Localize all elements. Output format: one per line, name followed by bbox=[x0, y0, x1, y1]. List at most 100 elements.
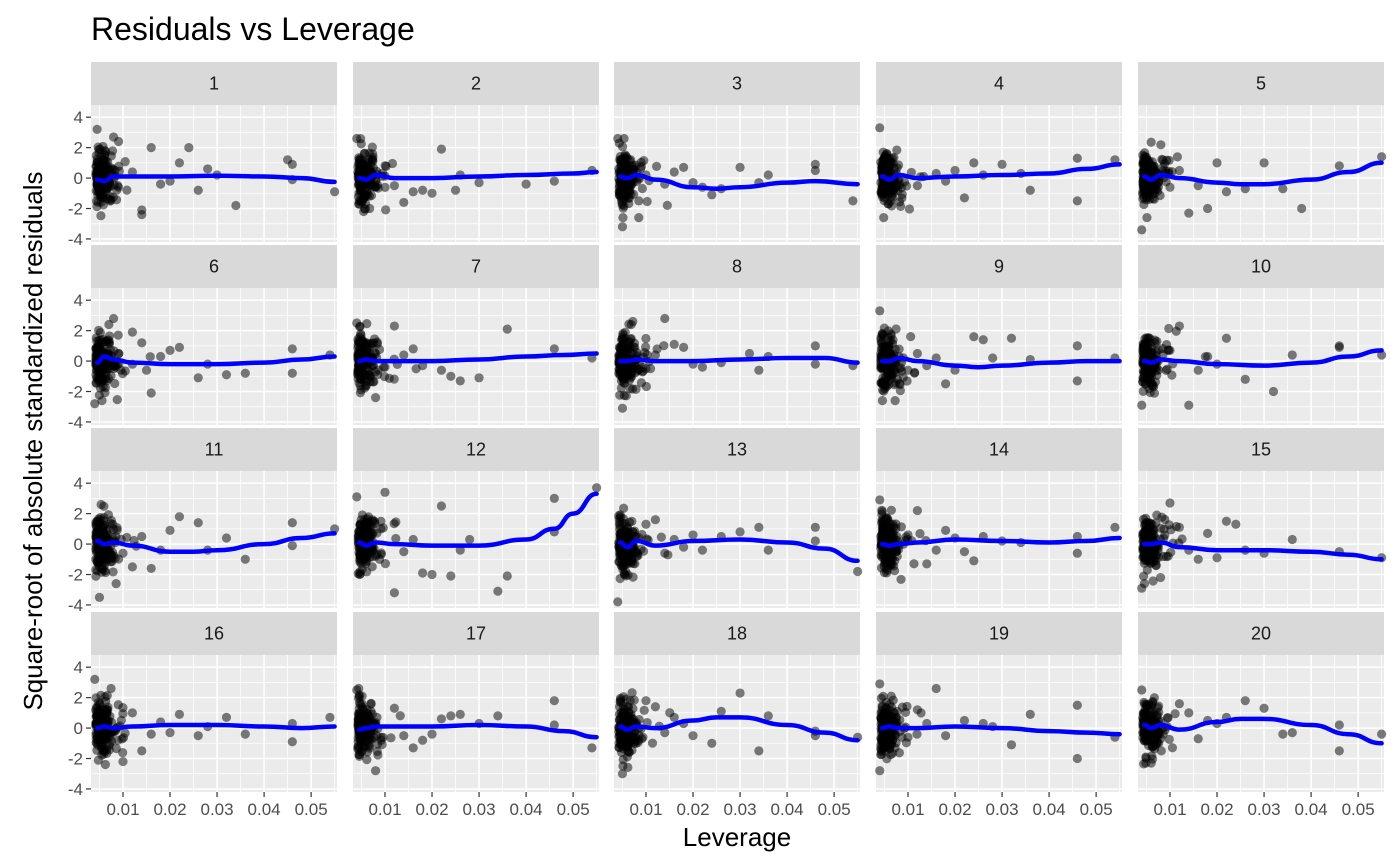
data-point bbox=[988, 353, 998, 363]
data-point bbox=[103, 510, 114, 520]
data-point bbox=[618, 203, 628, 213]
data-point bbox=[395, 711, 405, 721]
data-points bbox=[91, 499, 340, 602]
data-point bbox=[94, 592, 105, 602]
data-point bbox=[625, 553, 635, 564]
data-point bbox=[616, 376, 627, 386]
data-point bbox=[389, 588, 399, 598]
data-point bbox=[1240, 374, 1250, 384]
data-point bbox=[101, 147, 111, 157]
data-point bbox=[636, 161, 647, 172]
data-point bbox=[1142, 700, 1152, 710]
data-point bbox=[446, 571, 456, 581]
data-point bbox=[1240, 696, 1250, 706]
data-point bbox=[120, 728, 130, 738]
data-point bbox=[887, 192, 898, 203]
data-point bbox=[98, 200, 108, 210]
data-point bbox=[231, 200, 241, 211]
data-point bbox=[613, 133, 623, 144]
data-point bbox=[357, 375, 367, 385]
data-point bbox=[1174, 522, 1184, 532]
data-point bbox=[1138, 528, 1148, 539]
data-point bbox=[378, 523, 388, 533]
data-point bbox=[641, 381, 651, 392]
data-point bbox=[354, 703, 364, 714]
data-point bbox=[889, 566, 900, 576]
data-point bbox=[380, 559, 391, 569]
data-point bbox=[875, 766, 885, 776]
facet-panel-3: 3 bbox=[613, 62, 860, 242]
data-point bbox=[354, 196, 364, 206]
data-point bbox=[883, 332, 893, 342]
smooth-curve bbox=[356, 169, 599, 182]
smooth-curve bbox=[356, 491, 599, 548]
data-point bbox=[622, 347, 632, 357]
data-point bbox=[1167, 743, 1178, 753]
facet-strip bbox=[353, 245, 599, 288]
facet-panel-6: 6 -4 -2 0 2 4 bbox=[68, 245, 337, 432]
data-point bbox=[330, 187, 340, 197]
data-point bbox=[174, 342, 185, 352]
data-point bbox=[892, 145, 902, 155]
data-point bbox=[634, 196, 644, 206]
data-point bbox=[391, 533, 401, 544]
data-point bbox=[1174, 321, 1184, 331]
data-point bbox=[618, 761, 628, 771]
data-point bbox=[669, 167, 679, 177]
data-point bbox=[895, 386, 905, 396]
data-point bbox=[1072, 341, 1082, 351]
data-point bbox=[1072, 531, 1082, 542]
data-point bbox=[93, 343, 103, 353]
panel-background bbox=[614, 105, 860, 242]
facet-panel-9: 9 bbox=[875, 245, 1122, 425]
data-point bbox=[707, 190, 717, 200]
data-point bbox=[1142, 213, 1152, 223]
data-point bbox=[357, 510, 367, 520]
data-point bbox=[389, 181, 399, 191]
data-point bbox=[853, 566, 863, 577]
x-tick-label: 0.04 bbox=[1033, 800, 1066, 819]
data-point bbox=[101, 696, 111, 706]
data-point bbox=[896, 574, 906, 585]
data-point bbox=[1149, 709, 1159, 719]
data-point bbox=[436, 501, 447, 511]
facet-panel-2: 2 bbox=[352, 62, 599, 242]
data-points bbox=[1137, 685, 1387, 769]
data-point bbox=[1156, 140, 1166, 150]
data-point bbox=[367, 562, 377, 572]
data-point bbox=[903, 732, 913, 742]
data-point bbox=[895, 180, 905, 190]
data-point bbox=[1203, 528, 1213, 539]
data-point bbox=[399, 731, 409, 741]
x-tick-label: 0.03 bbox=[724, 800, 757, 819]
data-point bbox=[618, 692, 629, 702]
facet-strip-label: 14 bbox=[989, 440, 1009, 460]
data-point bbox=[1377, 729, 1387, 739]
data-point bbox=[1137, 400, 1147, 410]
data-point bbox=[909, 559, 919, 569]
data-point bbox=[941, 731, 951, 741]
data-points bbox=[352, 318, 597, 403]
data-point bbox=[108, 313, 119, 324]
data-point bbox=[1259, 158, 1269, 168]
data-point bbox=[221, 712, 232, 723]
data-point bbox=[1147, 519, 1157, 530]
data-point bbox=[102, 706, 112, 716]
data-point bbox=[165, 525, 175, 535]
facet-strip bbox=[91, 612, 337, 655]
data-point bbox=[1145, 734, 1155, 744]
data-point bbox=[754, 746, 764, 756]
data-point bbox=[810, 359, 820, 369]
data-point bbox=[1025, 185, 1035, 195]
data-point bbox=[127, 708, 137, 718]
data-point bbox=[896, 522, 906, 532]
data-point bbox=[370, 766, 381, 776]
data-point bbox=[359, 742, 369, 752]
data-point bbox=[418, 185, 428, 195]
data-point bbox=[174, 158, 185, 168]
data-point bbox=[886, 350, 896, 360]
data-point bbox=[627, 688, 637, 698]
data-point bbox=[1072, 153, 1082, 163]
data-point bbox=[637, 183, 648, 194]
data-point bbox=[1212, 553, 1222, 563]
